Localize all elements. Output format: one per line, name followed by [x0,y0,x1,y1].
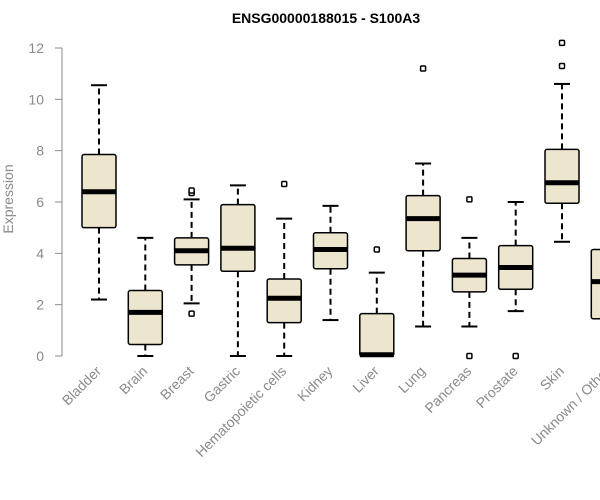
x-tick-label: Kidney [294,363,336,405]
box-gastric [220,184,256,357]
y-tick-label: 12 [28,40,44,56]
x-tick-label: Gastric [200,363,243,406]
outlier-point [188,187,195,194]
iqr-box [405,194,441,252]
iqr-box [544,148,580,205]
box-skin [544,39,580,243]
chart-title: ENSG00000188015 - S100A3 [232,10,421,26]
y-tick-label: 0 [36,348,44,364]
box-lung [405,65,441,328]
box-pancreas [451,196,488,360]
boxes-group [81,39,600,360]
box-brain [127,236,164,357]
box-prostate [497,201,534,360]
y-tick-label: 10 [28,91,44,107]
box-breast [173,187,210,317]
outlier-point [512,352,519,360]
y-axis-label: Expression [0,164,16,233]
x-tick-label: Brain [116,363,150,397]
iqr-box [127,289,164,346]
x-tick-label: Breast [157,363,197,403]
outlier-point [466,196,473,203]
x-tick-label: Prostate [473,363,521,411]
iqr-box [220,203,256,273]
y-tick-label: 8 [36,143,44,159]
iqr-box [266,278,302,324]
box-unknown-other [590,248,600,320]
y-tick-label: 4 [36,245,44,261]
box-hematopoietic-cells [266,180,302,357]
outlier-point [280,180,288,188]
outlier-point [419,65,427,72]
outlier-point [373,246,381,253]
iqr-box [590,248,600,320]
x-tick-label: Hematopoietic cells [192,363,289,460]
x-tick-label: Liver [349,363,382,396]
outlier-point [558,62,566,70]
x-tick-label: Bladder [59,363,105,409]
box-kidney [312,204,349,322]
iqr-box [359,312,395,357]
outlier-point [558,39,566,47]
y-axis: 0 2 4 6 8 10 12 [28,40,63,364]
x-tick-label: Pancreas [421,363,474,416]
x-tick-label: Skin [537,363,568,394]
outlier-point [188,310,195,317]
box-bladder [81,84,117,301]
x-tick-label: Lung [395,363,428,396]
y-tick-label: 6 [36,194,44,210]
y-tick-label: 2 [36,297,44,313]
box-liver [359,246,395,358]
outlier-point [466,352,473,360]
